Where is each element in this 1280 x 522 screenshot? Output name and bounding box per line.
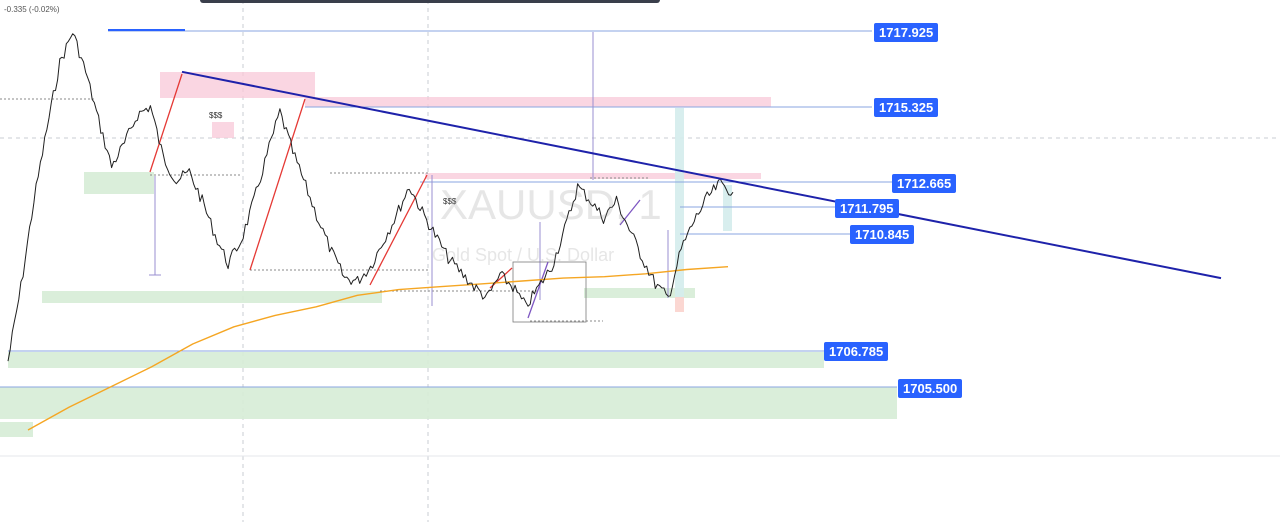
demand-zone-left: [84, 172, 154, 194]
top-toolbar-edge: [200, 0, 660, 3]
price-label-1706-785[interactable]: 1706.785: [824, 342, 889, 361]
descending-trendline[interactable]: [181, 70, 1222, 280]
liquidity-tag: $$$: [209, 111, 223, 120]
price-label-1715-325[interactable]: 1715.325: [874, 98, 939, 117]
price-label-1717-925[interactable]: 1717.925: [874, 23, 939, 42]
liquidity-tag: $$$: [443, 197, 457, 206]
supply-zone-wide: [305, 97, 771, 107]
price-label-1705-500[interactable]: 1705.500: [898, 379, 963, 398]
measure-lines: [149, 32, 669, 323]
supply-demand-zones: [0, 72, 897, 437]
position-box-current: [723, 185, 732, 231]
supply-zone-small: [212, 122, 234, 138]
price-label-1712-665[interactable]: 1712.665: [892, 174, 957, 193]
position-box-profit: [675, 108, 684, 298]
demand-zone-edge: [0, 422, 33, 437]
price-change-readout: -0.335 (-0.02%): [4, 5, 60, 14]
price-label-1710-845[interactable]: 1710.845: [850, 225, 915, 244]
level-lines: [0, 29, 897, 388]
demand-zone-mid: [42, 291, 382, 303]
moving-average-line: [27, 266, 729, 431]
demand-zone-1706: [8, 352, 824, 368]
impulse-legs: [149, 73, 641, 319]
price-line: [7, 33, 734, 362]
price-label-1711-795[interactable]: 1711.795: [835, 199, 899, 218]
position-box-loss: [675, 297, 684, 312]
demand-zone-right: [584, 288, 695, 298]
demand-zone-1705: [0, 387, 897, 419]
